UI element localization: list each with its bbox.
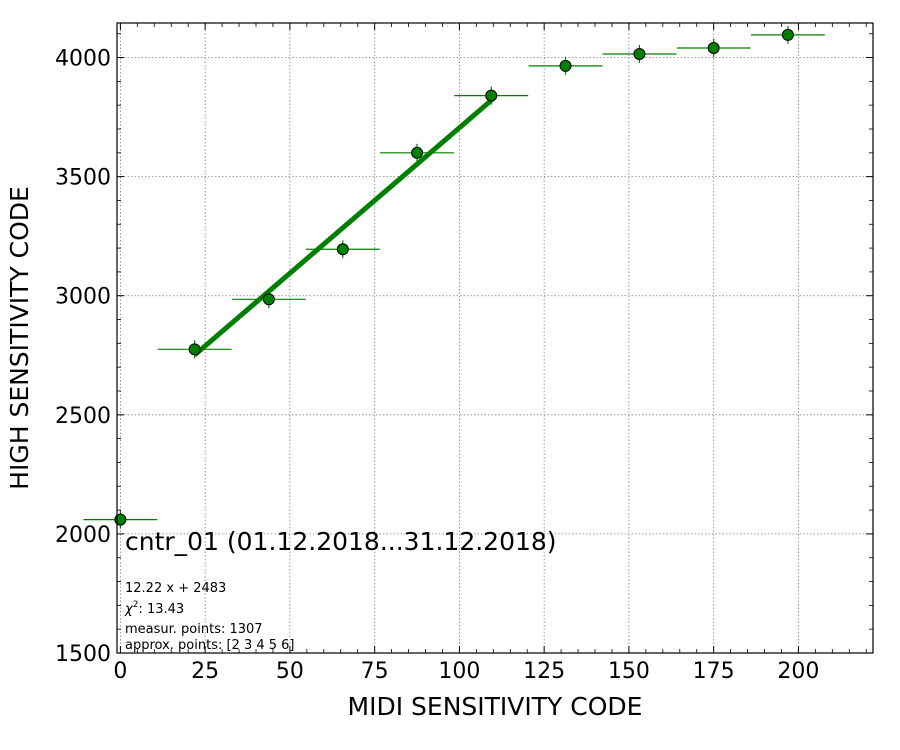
fit-equation: 12.22 x + 2483 [125, 581, 226, 596]
chi2-text: χ2: 13.43 [124, 600, 184, 617]
y-tick-label: 1500 [55, 642, 111, 667]
x-tick-label: 175 [693, 659, 735, 684]
data-point [485, 89, 498, 102]
y-tick-label: 3000 [55, 285, 111, 310]
data-point [336, 243, 349, 256]
x-tick-label: 0 [113, 659, 127, 684]
y-tick-label: 4000 [55, 47, 111, 72]
fit-line [193, 98, 493, 357]
data-point [188, 343, 201, 356]
plot-frame [116, 22, 874, 654]
chart-annotation-title: cntr_01 (01.12.2018...31.12.2018) [125, 527, 557, 556]
x-tick-label: 150 [608, 659, 650, 684]
chi2-symbol: χ [124, 602, 134, 617]
data-point [411, 146, 424, 159]
x-tick-label: 125 [523, 659, 565, 684]
data-point [707, 42, 720, 55]
chi2-superscript: 2 [133, 600, 139, 610]
approx-points: approx. points: [2 3 4 5 6] [125, 638, 295, 653]
y-tick-label: 3500 [55, 166, 111, 191]
data-point [633, 47, 646, 60]
points-group [83, 25, 825, 529]
x-tick-label: 50 [276, 659, 304, 684]
x-axis-title: MIDI SENSITIVITY CODE [348, 692, 643, 721]
grid [117, 23, 873, 654]
y-axis-title: HIGH SENSITIVITY CODE [5, 186, 34, 490]
data-point [559, 59, 572, 72]
x-tick-label: 25 [191, 659, 219, 684]
x-tick-label: 200 [777, 659, 819, 684]
data-point [781, 28, 794, 41]
x-tick-label: 75 [361, 659, 389, 684]
y-ticks: 1500 2000 2500 3000 3500 4000 [55, 47, 873, 667]
data-point [114, 513, 127, 526]
y-tick-label: 2500 [55, 404, 111, 429]
y-tick-label: 2000 [55, 523, 111, 548]
data-point [262, 293, 275, 306]
fit-line-group [193, 98, 493, 357]
measured-points: measur. points: 1307 [125, 622, 263, 637]
minor-ticks [117, 23, 873, 653]
x-ticks: 0 25 50 75 100 125 150 175 200 [113, 23, 819, 684]
x-tick-label: 100 [438, 659, 480, 684]
chi2-value: : 13.43 [138, 602, 184, 617]
